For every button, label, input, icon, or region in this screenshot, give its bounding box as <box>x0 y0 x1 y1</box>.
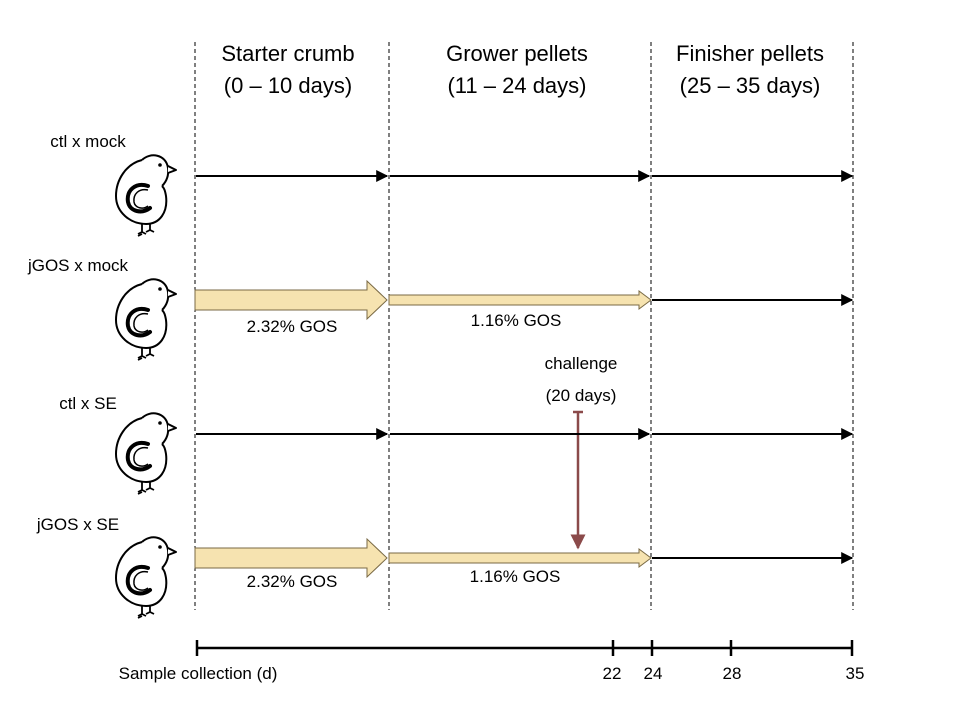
chick-icon <box>114 411 178 496</box>
challenge-day: (20 days) <box>546 386 617 405</box>
phase-boundaries <box>194 42 854 610</box>
phase-finisher-name: Finisher pellets <box>676 41 824 66</box>
grower-gos-arrow <box>388 290 652 310</box>
starter-gos-arrow <box>194 537 388 579</box>
challenge-label: challenge <box>545 354 618 373</box>
group-label-ctl-se: ctl x SE <box>59 394 117 413</box>
group-jgos-mock: jGOS x mock 2.32% GOS 1.16% GOS <box>27 256 854 362</box>
grower-gos-arrow <box>388 548 652 568</box>
group-label-jgos-mock: jGOS x mock <box>27 256 129 275</box>
starter-dose-label: 2.32% GOS <box>247 572 338 591</box>
tick-label-24: 24 <box>644 664 663 683</box>
chick-icon <box>114 277 178 362</box>
tick-label-28: 28 <box>723 664 742 683</box>
sample-collection-timeline: Sample collection (d) 22 24 28 35 <box>119 640 865 683</box>
group-label-jgos-se: jGOS x SE <box>36 515 119 534</box>
phase-starter-period: (0 – 10 days) <box>224 73 352 98</box>
phase-grower-period: (11 – 24 days) <box>447 73 586 98</box>
chick-icon <box>114 153 178 238</box>
phase-finisher-period: (25 – 35 days) <box>680 73 821 98</box>
timeline-title: Sample collection (d) <box>119 664 278 683</box>
phase-starter-name: Starter crumb <box>221 41 354 66</box>
group-ctl-se: ctl x SE <box>59 394 854 496</box>
chick-icon <box>114 535 178 620</box>
starter-gos-arrow <box>194 279 388 321</box>
group-label-ctl-mock: ctl x mock <box>50 132 126 151</box>
grower-dose-label: 1.16% GOS <box>470 567 561 586</box>
group-jgos-se: jGOS x SE 2.32% GOS 1.16% GOS <box>36 515 854 620</box>
tick-label-22: 22 <box>603 664 622 683</box>
phase-grower-name: Grower pellets <box>446 41 588 66</box>
starter-dose-label: 2.32% GOS <box>247 317 338 336</box>
tick-label-35: 35 <box>846 664 865 683</box>
challenge-annotation: challenge (20 days) <box>545 354 618 550</box>
grower-dose-label: 1.16% GOS <box>471 311 562 330</box>
group-ctl-mock: ctl x mock <box>50 132 854 238</box>
phase-titles: Starter crumb (0 – 10 days) Grower pelle… <box>221 41 824 98</box>
